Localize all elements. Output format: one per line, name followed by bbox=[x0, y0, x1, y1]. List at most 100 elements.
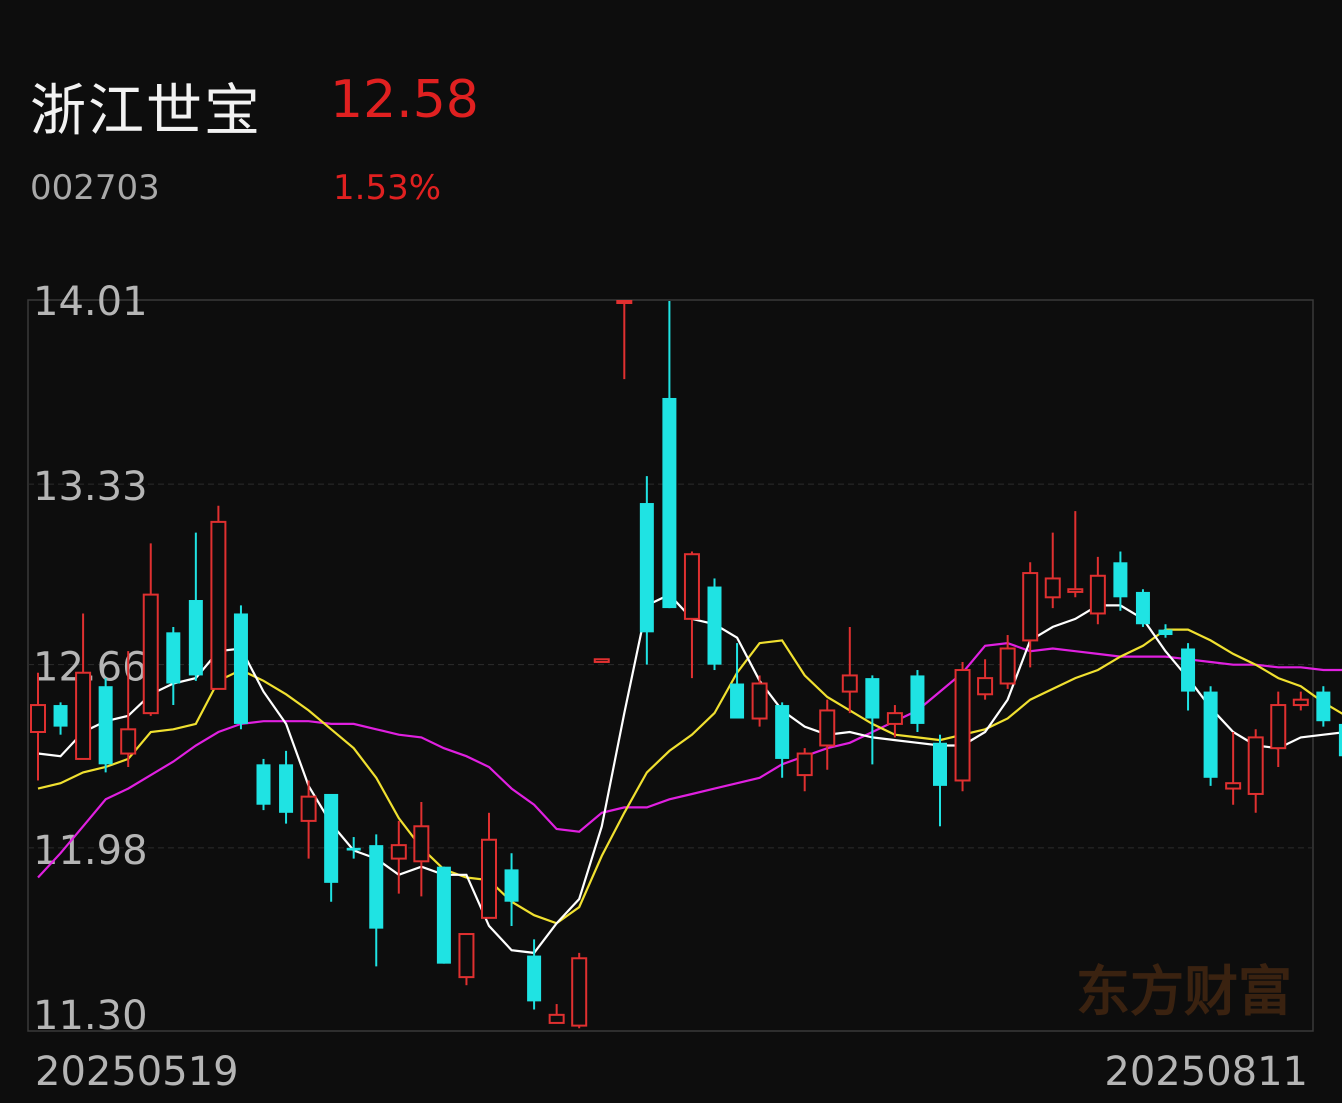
candle bbox=[256, 758, 271, 811]
candle-body bbox=[1247, 736, 1264, 795]
candle bbox=[593, 658, 610, 663]
candle bbox=[436, 866, 451, 964]
candle bbox=[1292, 691, 1309, 711]
candle bbox=[53, 702, 68, 735]
candle-body bbox=[548, 1013, 565, 1024]
y-tick-label: 13.33 bbox=[33, 464, 148, 510]
candle-body bbox=[662, 397, 677, 609]
candle bbox=[75, 613, 92, 760]
candle bbox=[886, 705, 903, 738]
candle-body bbox=[571, 957, 588, 1027]
candle-body bbox=[504, 869, 519, 902]
candles bbox=[30, 300, 1342, 1029]
candle-body bbox=[819, 709, 836, 747]
candle-body bbox=[683, 553, 700, 620]
candle bbox=[999, 635, 1016, 689]
candle-body bbox=[413, 825, 430, 863]
candle-body bbox=[751, 682, 768, 720]
moving-average-lines bbox=[37, 593, 1342, 955]
candle bbox=[1044, 532, 1061, 609]
candle bbox=[775, 702, 790, 778]
candle bbox=[166, 626, 181, 706]
candle-body bbox=[1181, 648, 1196, 692]
candle bbox=[1203, 686, 1218, 786]
candle-body bbox=[188, 600, 203, 676]
ma10-line bbox=[37, 628, 1342, 925]
candle bbox=[548, 1004, 565, 1024]
axis-labels: 20250519 20250811 bbox=[35, 1049, 1308, 1095]
candle-body bbox=[1316, 691, 1331, 722]
candle-body bbox=[1067, 588, 1084, 593]
x-start-label: 20250519 bbox=[35, 1049, 239, 1095]
candle bbox=[233, 605, 248, 730]
candle-body bbox=[369, 845, 384, 929]
candle-body bbox=[886, 712, 903, 725]
candle bbox=[751, 675, 768, 727]
candle bbox=[865, 675, 880, 765]
candle bbox=[346, 837, 361, 859]
stock-name: 浙江世宝 bbox=[30, 79, 262, 144]
candle bbox=[662, 301, 677, 609]
candle-body bbox=[775, 705, 790, 759]
candle bbox=[300, 780, 317, 859]
candle-body bbox=[279, 764, 294, 813]
candle-body bbox=[639, 503, 654, 633]
candle-body bbox=[233, 613, 248, 724]
candle bbox=[188, 532, 203, 681]
candle bbox=[616, 300, 633, 380]
plot-frame bbox=[27, 299, 1314, 1032]
candle-body bbox=[730, 683, 745, 719]
candle bbox=[527, 939, 542, 1010]
candle bbox=[279, 750, 294, 824]
candle bbox=[30, 672, 46, 781]
candle bbox=[413, 802, 430, 897]
candle-body bbox=[933, 742, 947, 786]
candle-body bbox=[1225, 782, 1242, 790]
candle-body bbox=[841, 674, 858, 693]
candle bbox=[1135, 589, 1150, 627]
candle-body bbox=[796, 752, 813, 777]
candle-body bbox=[481, 838, 497, 919]
candle-body bbox=[1089, 574, 1106, 615]
candle bbox=[458, 933, 475, 986]
candle-body bbox=[1338, 723, 1342, 757]
candle bbox=[142, 543, 159, 716]
candle bbox=[977, 659, 994, 700]
candle-body bbox=[300, 795, 317, 822]
candle-body bbox=[1203, 691, 1218, 778]
candle-body bbox=[324, 793, 339, 883]
candle-body bbox=[977, 677, 994, 696]
candle bbox=[933, 734, 947, 827]
candle bbox=[1316, 686, 1331, 727]
candle-body bbox=[256, 764, 271, 805]
candle bbox=[1225, 731, 1242, 805]
watermark-logo: 东方财富 bbox=[1076, 960, 1292, 1023]
candle bbox=[1158, 624, 1173, 638]
candle-body bbox=[1270, 704, 1287, 750]
candle-body bbox=[53, 705, 68, 727]
candle bbox=[910, 670, 925, 732]
candle bbox=[954, 661, 971, 792]
candle bbox=[98, 678, 113, 773]
candle-body bbox=[30, 704, 46, 733]
candle-body bbox=[1113, 562, 1128, 598]
candle-body bbox=[390, 844, 407, 860]
ma5-line bbox=[37, 593, 1342, 955]
candle-body bbox=[999, 647, 1016, 685]
candle bbox=[1067, 511, 1084, 598]
candle-body bbox=[1044, 577, 1061, 599]
candle bbox=[1022, 562, 1039, 668]
candle-body bbox=[954, 669, 971, 782]
x-end-label: 20250811 bbox=[1104, 1049, 1308, 1095]
candle bbox=[819, 699, 836, 770]
candle-body bbox=[75, 671, 92, 760]
candle bbox=[1270, 691, 1287, 768]
candle bbox=[324, 793, 339, 902]
candle bbox=[504, 853, 519, 926]
candle bbox=[1247, 729, 1264, 813]
candle-body bbox=[210, 520, 227, 690]
candle bbox=[796, 748, 813, 792]
stock-price: 12.58 bbox=[330, 70, 479, 130]
candle-body bbox=[1022, 572, 1039, 642]
